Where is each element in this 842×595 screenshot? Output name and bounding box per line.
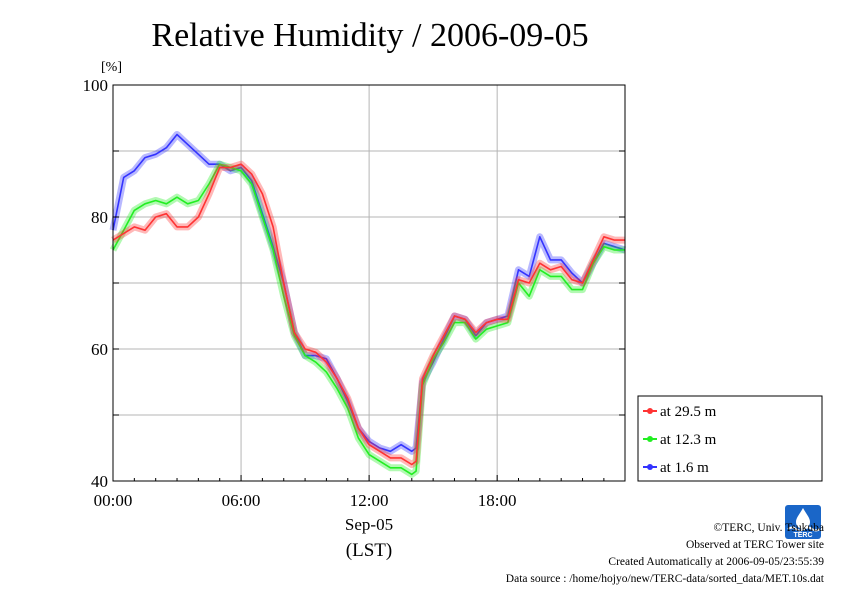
legend-label-1: at 12.3 m bbox=[660, 432, 717, 448]
series-line-1 bbox=[112, 163, 625, 476]
legend-label-2: at 1.6 m bbox=[660, 460, 709, 476]
y-tick-label: 40 bbox=[91, 472, 108, 491]
legend-marker-1 bbox=[647, 436, 653, 442]
footer-source: Data source : /home/hojyo/new/TERC-data/… bbox=[505, 573, 824, 585]
y-tick-label: 100 bbox=[83, 76, 109, 95]
footer-site: Observed at TERC Tower site bbox=[685, 539, 824, 551]
terc-logo-icon: TERC bbox=[785, 505, 821, 539]
logo-text: TERC bbox=[793, 532, 812, 539]
legend-label-0: at 29.5 m bbox=[660, 404, 717, 420]
footer-copyright: ©TERC, Univ. Tsukuba bbox=[713, 522, 824, 534]
legend-marker-0 bbox=[647, 408, 653, 414]
series-line-2 bbox=[112, 133, 626, 453]
y-tick-label: 80 bbox=[91, 208, 108, 227]
x-axis-label-tz: (LST) bbox=[346, 540, 392, 561]
x-tick-label: 06:00 bbox=[222, 491, 261, 510]
x-tick-label: 18:00 bbox=[478, 491, 517, 510]
legend: at 29.5 m at 12.3 m at 1.6 m bbox=[637, 395, 823, 482]
y-axis-unit: [%] bbox=[101, 60, 122, 75]
legend-box bbox=[637, 395, 823, 482]
axis-ticks: 40 60 80 100 00:00 06:00 12:00 18:00 bbox=[83, 76, 625, 510]
legend-marker-2 bbox=[647, 464, 653, 470]
chart-title: Relative Humidity / 2006-09-05 bbox=[151, 17, 588, 54]
y-tick-label: 60 bbox=[91, 340, 108, 359]
series-layer bbox=[109, 131, 627, 478]
series-line-0 bbox=[112, 163, 625, 466]
x-tick-label: 00:00 bbox=[94, 491, 133, 510]
x-tick-label: 12:00 bbox=[350, 491, 389, 510]
x-axis-label-date: Sep-05 bbox=[345, 515, 393, 534]
footer-created: Created Automatically at 2006-09-05/23:5… bbox=[608, 556, 824, 568]
